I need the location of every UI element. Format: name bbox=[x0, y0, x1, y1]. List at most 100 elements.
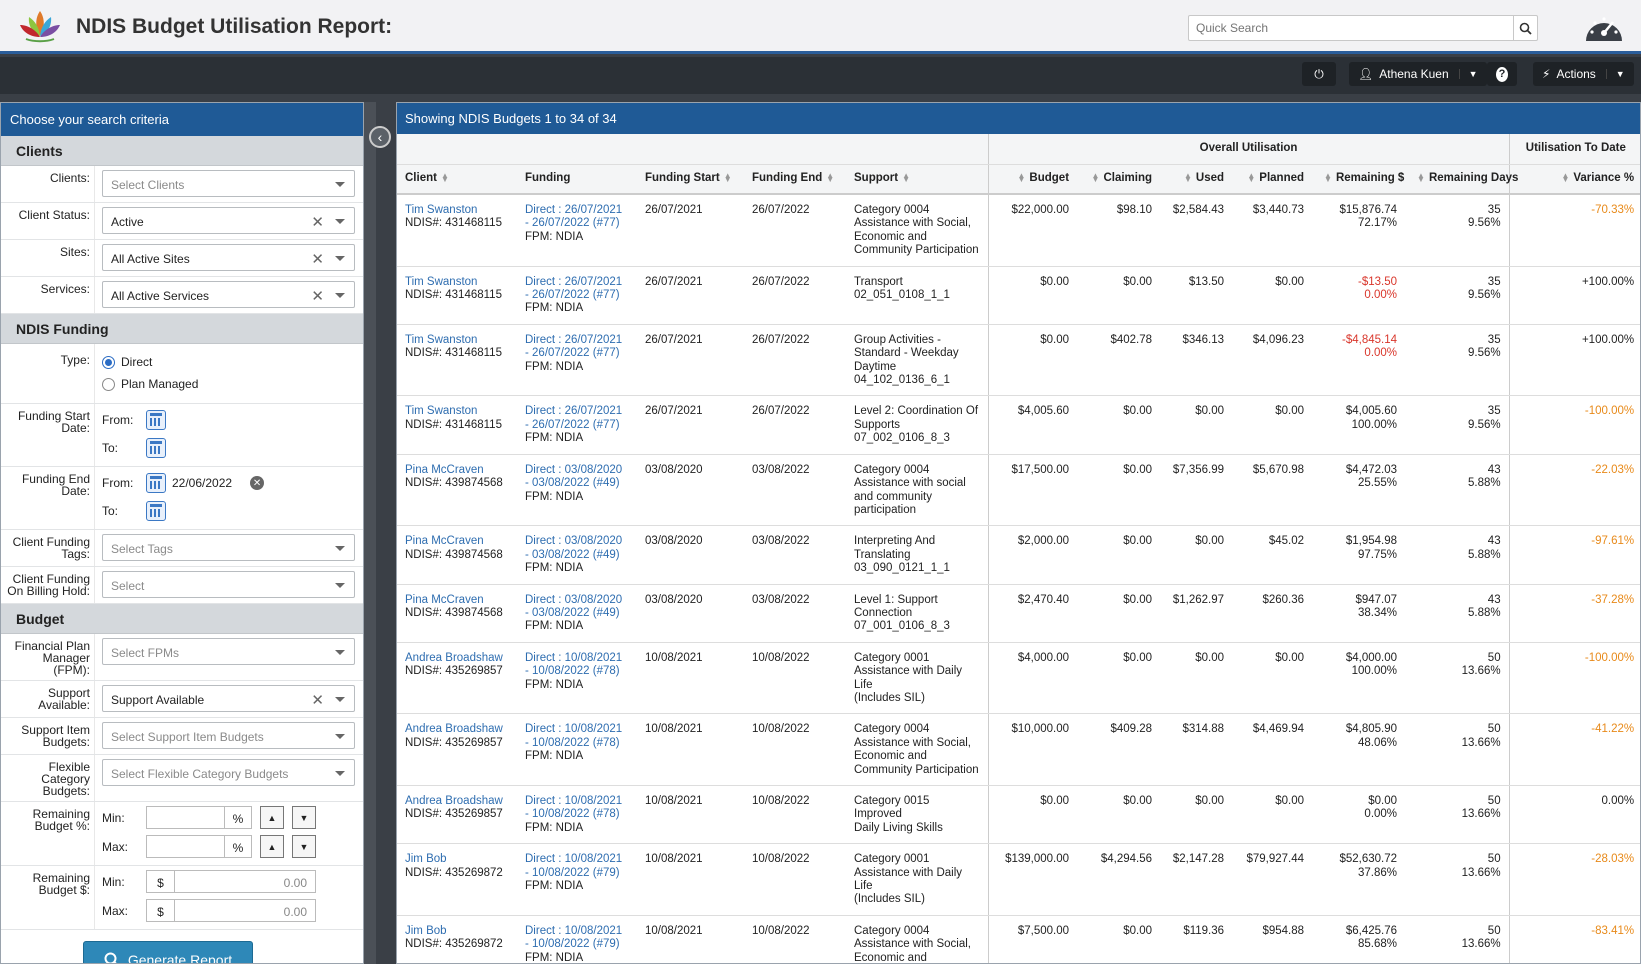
table-row[interactable]: Tim Swanston NDIS#: 431468115 Direct : 26/… bbox=[397, 324, 1640, 397]
services-select[interactable]: All Active Services ✕ bbox=[102, 281, 355, 308]
column-header[interactable]: ▲ ▼ Claiming bbox=[1077, 164, 1161, 195]
clear-date-icon[interactable]: ✕ bbox=[250, 476, 265, 490]
funding-link[interactable]: Direct : 10/08/2021 - 10/08/2022 (#79) bbox=[525, 924, 623, 951]
column-header[interactable]: Client ▲ ▼ bbox=[397, 164, 517, 195]
column-header[interactable]: ▲ ▼ Remaining $ bbox=[1312, 164, 1406, 195]
client-status-select[interactable]: Active ✕ bbox=[102, 207, 355, 234]
funding-link[interactable]: Direct : 10/08/2021 - 10/08/2022 (#78) bbox=[525, 651, 623, 678]
column-header[interactable]: ▲ ▼ Remaining Days bbox=[1405, 164, 1518, 195]
funding-link[interactable]: Direct : 26/07/2021 - 26/07/2022 (#77) bbox=[525, 405, 623, 431]
collapse-panel-icon[interactable]: ‹ bbox=[369, 126, 391, 148]
remaining-amt-min-input[interactable]: $0.00 bbox=[146, 870, 316, 893]
clear-icon[interactable]: ✕ bbox=[311, 214, 324, 231]
column-header[interactable]: Funding bbox=[517, 164, 637, 195]
actions-menu[interactable]: ⚡︎ Actions ▼ bbox=[1533, 62, 1634, 86]
sort-icon[interactable]: ▲ ▼ bbox=[1183, 171, 1192, 185]
funding-link[interactable]: Direct : 10/08/2021 - 10/08/2022 (#78) bbox=[525, 795, 623, 821]
power-button[interactable]: ⏻ bbox=[1302, 62, 1336, 86]
sort-icon[interactable]: ▲ ▼ bbox=[1324, 171, 1332, 185]
billing-hold-select[interactable]: Select bbox=[102, 571, 355, 598]
arrow-down-icon[interactable]: ▼ bbox=[292, 806, 316, 829]
client-link[interactable]: Tim Swanston bbox=[405, 204, 478, 216]
clients-select[interactable]: Select Clients bbox=[102, 170, 355, 197]
support-available-select[interactable]: Support Available ✕ bbox=[102, 685, 355, 712]
funding-link[interactable]: Direct : 03/08/2020 - 03/08/2022 (#49) bbox=[525, 463, 623, 490]
funding-link[interactable]: Direct : 03/08/2020 - 03/08/2022 (#49) bbox=[525, 593, 623, 619]
clear-icon[interactable]: ✕ bbox=[311, 288, 324, 305]
quick-search[interactable] bbox=[1188, 15, 1538, 41]
client-link[interactable]: Andrea Broadshaw bbox=[405, 723, 503, 736]
radio-unchecked[interactable] bbox=[102, 377, 115, 391]
funding-link[interactable]: Direct : 03/08/2020 - 03/08/2022 (#49) bbox=[525, 535, 623, 561]
generate-report-button[interactable]: Generate Report bbox=[83, 941, 253, 963]
table-row[interactable]: Andrea Broadshaw NDIS#: 435269857 Direct :… bbox=[397, 713, 1640, 786]
sort-icon[interactable]: ▲ ▼ bbox=[1247, 171, 1256, 185]
sort-icon[interactable]: ▲ ▼ bbox=[1561, 171, 1570, 185]
calendar-icon[interactable] bbox=[146, 410, 166, 430]
table-row[interactable]: Tim Swanston NDIS#: 431468115 Direct : 26/… bbox=[397, 266, 1640, 325]
table-row[interactable]: Andrea Broadshaw NDIS#: 435269857 Direct :… bbox=[397, 785, 1640, 845]
funding-link[interactable]: Direct : 26/07/2021 - 26/07/2022 (#77) bbox=[525, 204, 623, 230]
calendar-icon[interactable] bbox=[146, 473, 166, 493]
column-header[interactable]: Support ▲ ▼ bbox=[846, 164, 989, 195]
column-header[interactable]: ▲ ▼ Budget bbox=[987, 164, 1078, 195]
sort-icon[interactable]: ▲ ▼ bbox=[1017, 171, 1026, 185]
dashboard-gauge-icon[interactable] bbox=[1583, 10, 1625, 44]
column-header[interactable]: Funding Start ▲ ▼ bbox=[637, 164, 744, 195]
clear-icon[interactable]: ✕ bbox=[311, 251, 324, 268]
fpm-select[interactable]: Select FPMs bbox=[102, 638, 355, 665]
sort-icon[interactable]: ▲ ▼ bbox=[826, 171, 835, 185]
type-plan-managed-option[interactable]: Plan Managed bbox=[102, 373, 355, 395]
funding-link[interactable]: Direct : 10/08/2021 - 10/08/2022 (#79) bbox=[525, 853, 623, 879]
sort-icon[interactable]: ▲ ▼ bbox=[440, 171, 449, 185]
sort-icon[interactable]: ▲ ▼ bbox=[1091, 171, 1100, 185]
calendar-icon[interactable] bbox=[146, 501, 166, 521]
client-link[interactable]: Tim Swanston bbox=[405, 405, 478, 418]
type-direct-option[interactable]: Direct bbox=[102, 351, 355, 373]
table-row[interactable]: Pina McCraven NDIS#: 439874568 Direct : 03… bbox=[397, 584, 1640, 643]
table-row[interactable]: Andrea Broadshaw NDIS#: 435269857 Direct :… bbox=[397, 642, 1640, 715]
sort-icon[interactable]: ▲ ▼ bbox=[902, 171, 910, 185]
caret-down-icon[interactable]: ▼ bbox=[1458, 69, 1478, 79]
radio-checked[interactable] bbox=[102, 355, 115, 369]
table-row[interactable]: Jim Bob NDIS#: 435269872 Direct : 10/08/20… bbox=[397, 915, 1640, 963]
flexible-category-select[interactable]: Select Flexible Category Budgets bbox=[102, 759, 355, 786]
sort-icon[interactable]: ▲ ▼ bbox=[723, 171, 732, 185]
client-link[interactable]: Pina McCraven bbox=[405, 535, 484, 548]
client-link[interactable]: Jim Bob bbox=[405, 853, 447, 866]
arrow-up-icon[interactable]: ▲ bbox=[260, 835, 284, 858]
search-button[interactable] bbox=[1513, 16, 1537, 40]
caret-down-icon[interactable]: ▼ bbox=[1605, 69, 1625, 79]
client-link[interactable]: Tim Swanston bbox=[405, 333, 478, 346]
user-menu[interactable]: 👤︎ Athena Kuen ▼ bbox=[1349, 62, 1487, 86]
client-link[interactable]: Pina McCraven bbox=[405, 593, 484, 606]
quick-search-input[interactable] bbox=[1189, 16, 1507, 40]
column-header[interactable]: ▲ ▼ Variance % bbox=[1508, 164, 1640, 195]
funding-link[interactable]: Direct : 10/08/2021 - 10/08/2022 (#78) bbox=[525, 723, 623, 749]
table-row[interactable]: Tim Swanston NDIS#: 431468115 Direct : 26/… bbox=[397, 194, 1640, 267]
column-header[interactable]: ▲ ▼ Planned bbox=[1232, 164, 1313, 195]
sort-icon[interactable]: ▲ ▼ bbox=[1417, 171, 1425, 185]
client-link[interactable]: Pina McCraven bbox=[405, 463, 484, 476]
funding-link[interactable]: Direct : 26/07/2021 - 26/07/2022 (#77) bbox=[525, 333, 623, 360]
arrow-down-icon[interactable]: ▼ bbox=[292, 835, 316, 858]
funding-link[interactable]: Direct : 26/07/2021 - 26/07/2022 (#77) bbox=[525, 275, 623, 302]
table-row[interactable]: Pina McCraven NDIS#: 439874568 Direct : 03… bbox=[397, 454, 1640, 527]
client-link[interactable]: Andrea Broadshaw bbox=[405, 651, 503, 664]
arrow-up-icon[interactable]: ▲ bbox=[260, 806, 284, 829]
panel-splitter[interactable] bbox=[364, 102, 376, 964]
table-row[interactable]: Tim Swanston NDIS#: 431468115 Direct : 26/… bbox=[397, 395, 1640, 455]
help-button[interactable]: ? bbox=[1487, 62, 1517, 86]
remaining-pct-min-input[interactable]: % bbox=[146, 806, 252, 829]
client-link[interactable]: Tim Swanston bbox=[405, 275, 478, 288]
funding-end-from-value[interactable]: 22/06/2022 bbox=[172, 476, 233, 490]
remaining-amt-max-input[interactable]: $0.00 bbox=[146, 899, 316, 922]
remaining-pct-max-input[interactable]: % bbox=[146, 835, 252, 858]
client-link[interactable]: Jim Bob bbox=[405, 924, 447, 937]
sites-select[interactable]: All Active Sites ✕ bbox=[102, 244, 355, 271]
clear-icon[interactable]: ✕ bbox=[311, 692, 324, 709]
column-header[interactable]: ▲ ▼ Used bbox=[1160, 164, 1233, 195]
calendar-icon[interactable] bbox=[146, 438, 166, 458]
table-row[interactable]: Pina McCraven NDIS#: 439874568 Direct : 03… bbox=[397, 525, 1640, 585]
funding-tags-select[interactable]: Select Tags bbox=[102, 534, 355, 561]
